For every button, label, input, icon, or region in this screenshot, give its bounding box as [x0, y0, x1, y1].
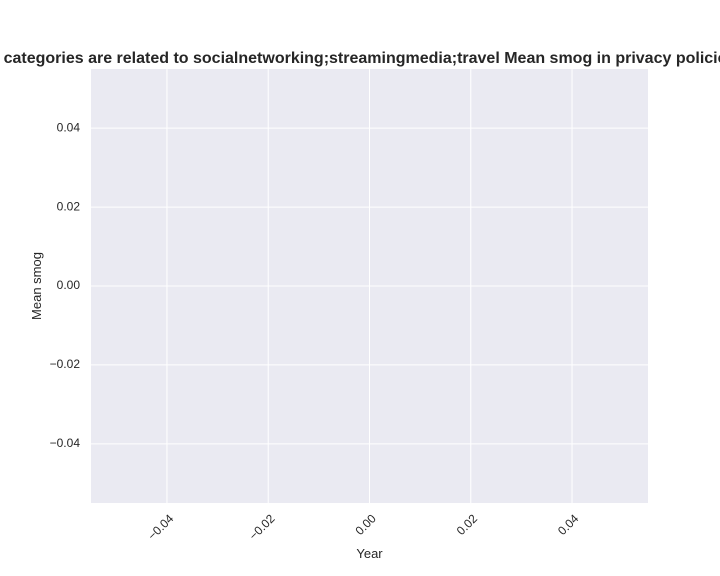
y-axis-label: Mean smog — [29, 252, 44, 320]
y-tick-label: −0.04 — [50, 436, 81, 450]
x-tick-label: 0.04 — [555, 511, 582, 538]
y-tick-label: 0.04 — [57, 120, 81, 134]
y-tick-label: 0.00 — [57, 278, 81, 292]
x-tick-label: 0.00 — [352, 511, 379, 538]
y-tick-label: 0.02 — [57, 199, 81, 213]
y-tick-label: −0.02 — [50, 357, 81, 371]
x-tick-label: −0.04 — [145, 511, 177, 543]
x-tick-label: −0.02 — [246, 511, 278, 543]
x-axis-label: Year — [356, 546, 383, 561]
grid-lines — [91, 69, 648, 503]
x-tick-label: 0.02 — [454, 511, 481, 538]
chart-title: categories are related to socialnetworki… — [4, 50, 720, 67]
